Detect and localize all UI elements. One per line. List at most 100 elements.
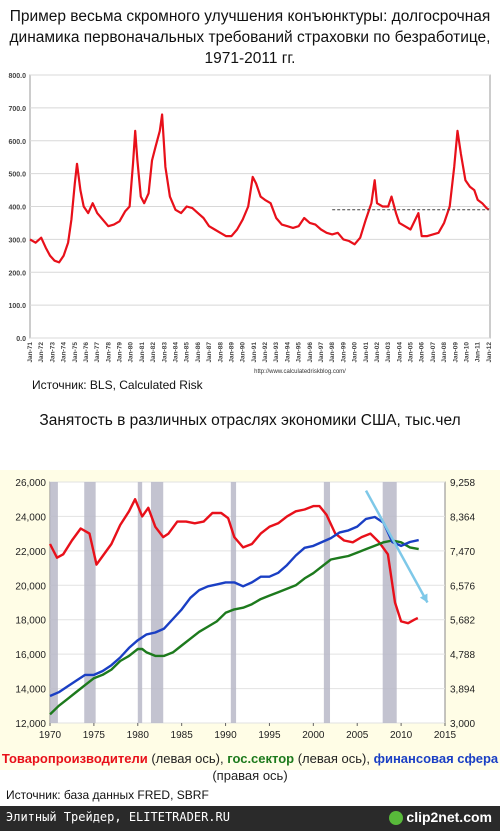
- x-tick-label: 1995: [258, 730, 281, 741]
- clip2net-icon: [389, 811, 404, 826]
- x-tick-label: Jan-74: [61, 342, 68, 363]
- left-tick-label: 26,000: [15, 478, 46, 489]
- employment-chart: 12,000 14,000 16,000 18,000 20,000 22,000 24,0…: [0, 470, 500, 770]
- x-tick-label: Jan-80: [128, 342, 135, 363]
- x-tick-label: Jan-83: [161, 342, 168, 363]
- y-tick-label: 600.0: [8, 139, 26, 146]
- x-tick-label: Jan-93: [273, 342, 280, 363]
- legend-gov-axis: (левая ось),: [294, 751, 374, 766]
- legend-gov: гос.сектор: [227, 751, 295, 766]
- trend-arrow: [364, 490, 429, 604]
- recession-band: [84, 482, 96, 723]
- x-tick-label: Jan-78: [105, 342, 112, 363]
- x-tick-label: 1975: [83, 730, 106, 741]
- right-tick-label: 3,000: [450, 719, 475, 730]
- x-tick-label: Jan-97: [318, 342, 325, 363]
- x-tick-label: 1980: [127, 730, 150, 741]
- x-tick-label: Jan-88: [217, 342, 224, 363]
- x-tick-label: Jan-84: [172, 342, 179, 363]
- right-tick-label: 3,894: [450, 685, 475, 696]
- left-tick-label: 18,000: [15, 616, 46, 627]
- y-tick-label: 300.0: [8, 237, 26, 244]
- legend-fin-axis: (правая ось): [212, 768, 288, 783]
- y-tick-label: 100.0: [8, 303, 26, 310]
- right-tick-label: 9,258: [450, 478, 475, 489]
- recession-band: [323, 482, 331, 723]
- x-tick-label: Jan-05: [408, 342, 415, 363]
- x-tick-label: 2010: [390, 730, 413, 741]
- x-tick-label: Jan-87: [206, 342, 213, 363]
- x-tick-label: Jan-77: [94, 342, 101, 363]
- x-tick-label: Jan-99: [340, 342, 347, 363]
- y-tick-label: 400.0: [8, 205, 26, 212]
- claims-chart: 0.0 100.0 200.0 300.0 400.0 500.0 600.0 700.0 80…: [8, 73, 493, 375]
- x-tick-label: Jan-71: [27, 342, 34, 363]
- right-tick-label: 6,576: [450, 581, 475, 592]
- recession-band: [50, 482, 58, 723]
- x-tick-label: 1970: [39, 730, 62, 741]
- x-tick-label: Jan-90: [240, 342, 247, 363]
- x-tick-label: Jan-11: [475, 342, 482, 363]
- x-tick-label: Jan-00: [352, 342, 359, 363]
- left-tick-label: 24,000: [15, 512, 46, 523]
- x-tick-label: Jan-76: [83, 342, 90, 363]
- watermark: http://www.calculatedriskblog.com/: [254, 369, 346, 375]
- x-tick-label: 1985: [171, 730, 194, 741]
- x-tick-label: Jan-85: [184, 342, 191, 363]
- left-tick-label: 16,000: [15, 650, 46, 661]
- x-tick-label: 1990: [214, 730, 237, 741]
- x-tick-label: Jan-12: [486, 342, 493, 363]
- claims-line: [29, 113, 490, 264]
- x-tick-label: Jan-79: [117, 342, 124, 363]
- chart2-legend: Товаропроизводители (левая ось), гос.сек…: [0, 750, 500, 784]
- x-tick-label: Jan-10: [463, 342, 470, 363]
- legend-goods-axis: (левая ось),: [147, 751, 228, 766]
- goods-producing-line: [48, 498, 419, 625]
- x-tick-label: Jan-92: [262, 342, 269, 363]
- x-tick-label: Jan-89: [228, 342, 235, 363]
- x-tick-label: 2005: [346, 730, 369, 741]
- chart1-title: Пример весьма скромного улучшения конъюн…: [9, 8, 491, 67]
- clip2net-logo[interactable]: clip2net.com: [389, 809, 492, 826]
- x-tick-label: Jan-86: [195, 342, 202, 363]
- chart1-source: Источник: BLS, Calculated Risk: [32, 378, 203, 392]
- right-tick-label: 5,682: [450, 616, 475, 627]
- x-tick-label: Jan-07: [430, 342, 437, 363]
- recession-band: [137, 482, 143, 723]
- x-tick-label: Jan-04: [396, 342, 403, 363]
- right-tick-label: 7,470: [450, 547, 475, 558]
- chart2-source: Источник: база данных FRED, SBRF: [6, 788, 209, 802]
- x-tick-label: Jan-91: [251, 342, 258, 363]
- clip2net-label: clip2net.com: [406, 809, 492, 825]
- government-line: [49, 539, 419, 716]
- y-tick-label: 0.0: [16, 336, 26, 343]
- x-tick-label: Jan-94: [284, 342, 291, 363]
- x-tick-label: Jan-72: [38, 342, 45, 363]
- x-tick-label: Jan-75: [72, 342, 79, 363]
- left-tick-label: 12,000: [15, 719, 46, 730]
- left-tick-label: 14,000: [15, 685, 46, 696]
- footer-site: Элитный Трейдер, ELITETRADER.RU: [6, 810, 230, 824]
- x-tick-label: 2015: [434, 730, 457, 741]
- x-tick-label: 2000: [302, 730, 325, 741]
- x-tick-label: Jan-09: [452, 342, 459, 363]
- x-tick-label: Jan-81: [139, 342, 146, 363]
- x-tick-label: Jan-96: [307, 342, 314, 363]
- x-tick-label: Jan-95: [296, 342, 303, 363]
- legend-fin: финансовая сфера: [373, 751, 499, 766]
- legend-goods: Товаропроизводители: [1, 751, 148, 766]
- y-tick-label: 200.0: [8, 270, 26, 277]
- x-tick-label: Jan-03: [385, 342, 392, 363]
- x-tick-label: Jan-73: [49, 342, 56, 363]
- plot-area: [49, 481, 446, 724]
- x-tick-label: Jan-02: [374, 342, 381, 363]
- x-tick-label: Jan-01: [363, 342, 370, 363]
- chart2-title: Занятость в различных отраслях экономики…: [39, 412, 461, 429]
- x-tick-label: Jan-08: [441, 342, 448, 363]
- right-tick-label: 8,364: [450, 512, 475, 523]
- footer-bar: Элитный Трейдер, ELITETRADER.RU clip2net…: [0, 806, 500, 831]
- y-tick-label: 700.0: [8, 106, 26, 113]
- y-tick-label: 800.0: [8, 73, 26, 80]
- recession-band: [230, 482, 237, 723]
- left-tick-label: 20,000: [15, 581, 46, 592]
